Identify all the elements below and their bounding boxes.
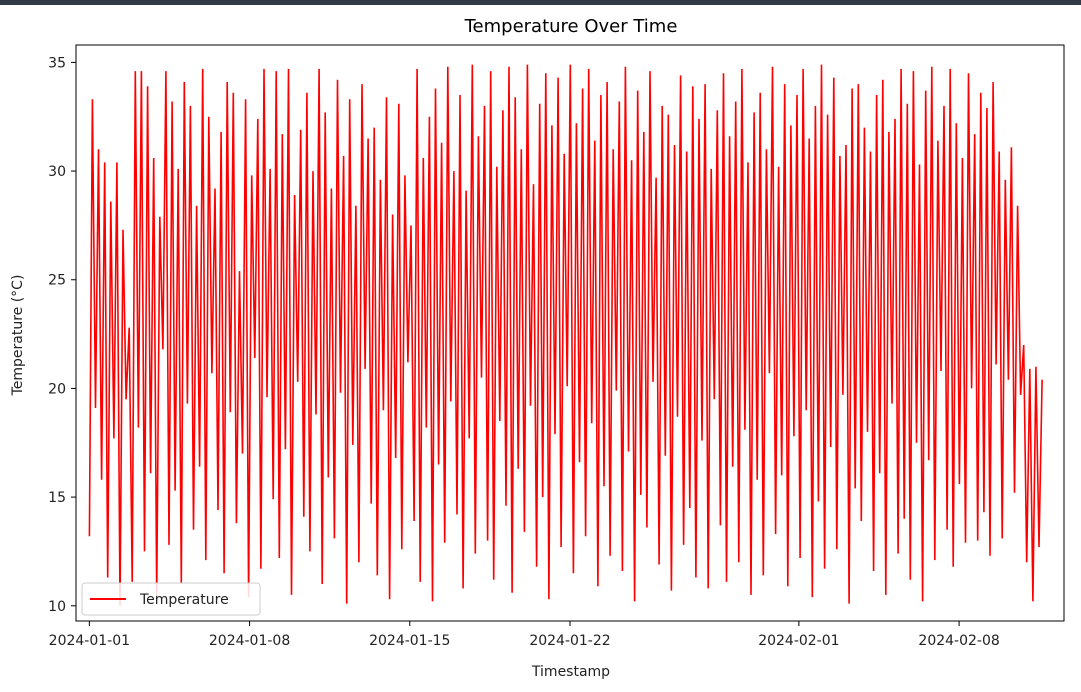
y-tick-label: 35 <box>48 55 66 71</box>
y-axis-label: Temperature (°C) <box>10 275 26 397</box>
x-tick-label: 2024-01-01 <box>49 633 130 649</box>
chart-title: Temperature Over Time <box>464 16 678 37</box>
y-tick-label: 25 <box>48 273 66 289</box>
x-tick-label: 2024-02-08 <box>918 633 999 649</box>
plot-area: 2024-01-01 2024-01-08 2024-01-15 2024-01-22… <box>48 44 1065 649</box>
x-tick-label: 2024-02-01 <box>758 633 839 649</box>
legend-label-temperature: Temperature <box>139 592 229 608</box>
y-tick-label: 15 <box>48 490 66 506</box>
x-tick-label: 2024-01-22 <box>529 633 610 649</box>
y-tick-label: 10 <box>48 599 66 615</box>
window-top-bar <box>0 0 1081 5</box>
legend-box <box>81 582 261 616</box>
series-line-temperature <box>88 64 1043 606</box>
y-tick-label: 20 <box>48 381 66 397</box>
y-tick-label: 30 <box>48 164 66 180</box>
x-tick-label: 2024-01-15 <box>369 633 450 649</box>
x-tick-label: 2024-01-08 <box>209 633 290 649</box>
x-axis-label: Timestamp <box>531 664 610 680</box>
